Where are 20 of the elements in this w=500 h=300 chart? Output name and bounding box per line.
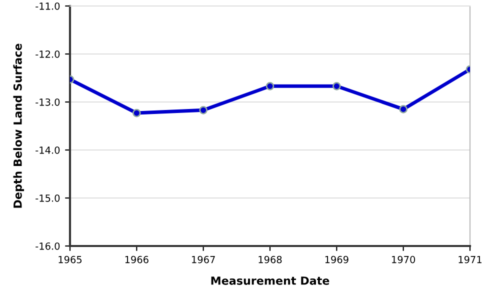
point [399, 105, 408, 114]
point [132, 108, 141, 118]
y-tick-label: -15.0 [36, 194, 60, 202]
x-tick-label: 1965 [58, 256, 82, 264]
y-tick-label: -12.0 [36, 50, 60, 58]
x-axis-title: Measurement Date [211, 276, 330, 285]
point [199, 106, 208, 114]
y-tick-label: -14.0 [36, 146, 60, 154]
x-tick-label: 1970 [392, 256, 416, 264]
point [266, 82, 274, 90]
y-tick-label: -16.0 [36, 242, 60, 250]
y-tick-label: -11.0 [36, 2, 60, 10]
x-tick-label: 1969 [325, 256, 348, 264]
y-axis-title: Depth Below Land Surface [13, 44, 24, 208]
x-tick-label: 1968 [258, 256, 282, 264]
point [332, 82, 341, 90]
x-tick-label: 1966 [125, 256, 148, 264]
x-tick-label: 1971 [458, 256, 482, 264]
x-tick-label: 1967 [192, 256, 215, 264]
y-tick-label: -13.0 [36, 98, 60, 106]
